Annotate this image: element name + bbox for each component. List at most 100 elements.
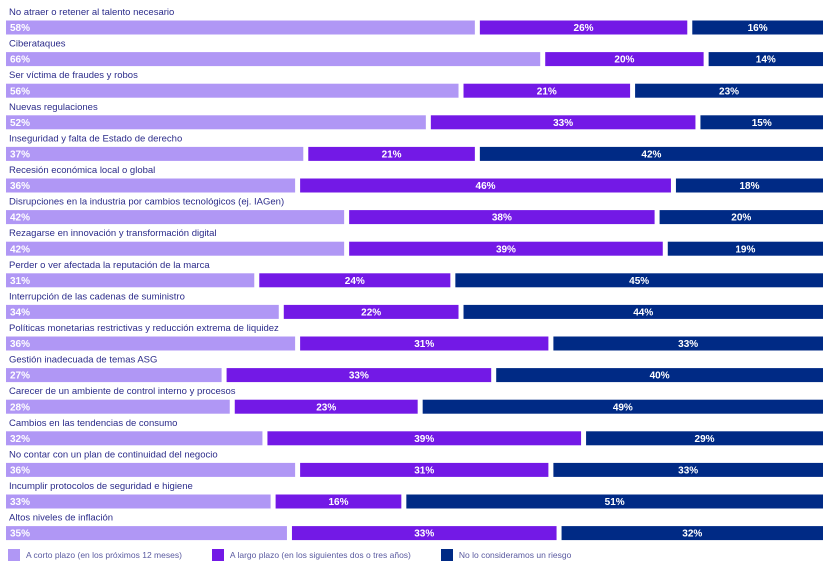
- bar-row: Carecer de un ambiente de control intern…: [6, 386, 823, 414]
- value-label-none: 15%: [752, 118, 772, 129]
- bar-segment-short: [6, 20, 475, 35]
- value-label-short: 42%: [10, 213, 30, 224]
- category-label: Interrupción de las cadenas de suministr…: [9, 291, 185, 302]
- bar-segment-short: [6, 178, 296, 193]
- bar-segment-none: [692, 20, 823, 35]
- value-label-none: 42%: [641, 150, 661, 161]
- bar-segment-long: [430, 115, 696, 130]
- bar-row: Cambios en las tendencias de consumo 32% 3…: [6, 418, 823, 446]
- bar-segment-none: [659, 210, 823, 225]
- bar-segment-short: [6, 368, 222, 383]
- value-label-long: 31%: [414, 466, 434, 477]
- value-label-none: 49%: [613, 402, 633, 413]
- value-label-none: 51%: [605, 497, 625, 508]
- bar-segment-long: [283, 304, 459, 319]
- bar-segment-none: [496, 368, 823, 383]
- value-label-none: 16%: [748, 23, 768, 34]
- value-label-short: 58%: [10, 23, 30, 34]
- bar-segment-short: [6, 273, 255, 288]
- bar-segment-none: [422, 399, 823, 414]
- category-label: No atraer o retener al talento necesario: [9, 7, 174, 18]
- bar-row: Ser víctima de fraudes y robos 56% 21% 23%: [6, 70, 823, 98]
- bar-row: Recesión económica local o global 36% 46% 1…: [6, 165, 823, 193]
- value-label-long: 21%: [382, 150, 402, 161]
- value-label-short: 31%: [10, 276, 30, 287]
- value-label-long: 33%: [414, 529, 434, 540]
- value-label-none: 23%: [719, 86, 739, 97]
- bar-row: No contar con un plan de continuidad del…: [6, 449, 823, 477]
- value-label-long: 46%: [476, 181, 496, 192]
- value-label-none: 32%: [682, 529, 702, 540]
- value-label-none: 18%: [739, 181, 759, 192]
- value-label-long: 23%: [316, 402, 336, 413]
- value-label-long: 16%: [328, 497, 348, 508]
- value-label-none: 14%: [756, 55, 776, 66]
- value-label-short: 35%: [10, 529, 30, 540]
- bar-segment-none: [406, 494, 823, 509]
- bar-segment-none: [586, 431, 823, 446]
- value-label-long: 39%: [496, 244, 516, 255]
- bar-segment-long: [463, 83, 631, 98]
- bar-row: Interrupción de las cadenas de suministr…: [6, 291, 823, 319]
- legend-label-none: No lo consideramos un riesgo: [458, 550, 572, 560]
- bar-segment-short: [6, 336, 296, 351]
- legend-swatch-long: [211, 549, 224, 561]
- bar-row: Rezagarse en innovación y transformación…: [6, 228, 823, 256]
- bar-row: Nuevas regulaciones 52% 33% 15%: [6, 102, 823, 130]
- bar-row: Incumplir protocolos de seguridad e higi…: [6, 481, 823, 509]
- value-label-none: 19%: [735, 244, 755, 255]
- value-label-short: 33%: [10, 497, 30, 508]
- bar-segment-long: [349, 241, 663, 256]
- bar-segment-none: [667, 241, 823, 256]
- bar-segment-short: [6, 431, 263, 446]
- bar-segment-long: [308, 146, 475, 161]
- value-label-long: 20%: [614, 55, 634, 66]
- bar-segment-none: [700, 115, 823, 130]
- bar-segment-short: [6, 52, 541, 67]
- category-label: Altos niveles de inflación: [9, 513, 113, 524]
- category-label: Gestión inadecuada de temas ASG: [9, 355, 157, 366]
- category-label: Cambios en las tendencias de consumo: [9, 418, 177, 429]
- category-label: Nuevas regulaciones: [9, 102, 98, 113]
- legend-swatch-none: [440, 549, 453, 561]
- value-label-short: 36%: [10, 466, 30, 477]
- category-label: Recesión económica local o global: [9, 165, 155, 176]
- category-label: Inseguridad y falta de Estado de derecho: [9, 133, 182, 144]
- value-label-short: 34%: [10, 308, 30, 319]
- legend-item-short: A corto plazo (en los próximos 12 meses): [8, 549, 182, 561]
- value-label-short: 27%: [10, 371, 30, 382]
- bar-segment-long: [259, 273, 451, 288]
- bar-segment-short: [6, 83, 459, 98]
- bar-segment-none: [455, 273, 823, 288]
- value-label-short: 56%: [10, 86, 30, 97]
- bar-segment-long: [300, 462, 549, 477]
- bar-segment-long: [300, 178, 671, 193]
- legend-label-short: A corto plazo (en los próximos 12 meses): [26, 550, 182, 560]
- bar-segment-long: [267, 431, 582, 446]
- category-label: Disrupciones en la industria por cambios…: [9, 197, 284, 208]
- bar-segment-none: [553, 336, 823, 351]
- value-label-long: 31%: [414, 339, 434, 350]
- bar-segment-long: [479, 20, 688, 35]
- bar-segment-none: [708, 52, 823, 67]
- bar-segment-none: [553, 462, 823, 477]
- legend-swatch-short: [8, 549, 20, 561]
- bar-segment-none: [675, 178, 823, 193]
- value-label-none: 20%: [731, 213, 751, 224]
- value-label-short: 52%: [10, 118, 30, 129]
- bar-row: Ciberataques 66% 20% 14%: [6, 39, 823, 67]
- bar-row: Políticas monetarias restrictivas y redu…: [6, 323, 823, 351]
- bar-segment-long: [234, 399, 418, 414]
- bar-segment-none: [561, 526, 823, 541]
- bar-row: Inseguridad y falta de Estado de derecho…: [6, 133, 823, 161]
- value-label-none: 29%: [695, 434, 715, 445]
- value-label-none: 33%: [678, 339, 698, 350]
- value-label-short: 37%: [10, 150, 30, 161]
- value-label-long: 33%: [349, 371, 369, 382]
- bar-segment-short: [6, 462, 296, 477]
- value-label-short: 32%: [10, 434, 30, 445]
- category-label: Perder o ver afectada la reputación de l…: [9, 260, 210, 271]
- legend-label-long: A largo plazo (en los siguientes dos o t…: [229, 550, 411, 560]
- category-label: No contar con un plan de continuidad del…: [9, 449, 218, 460]
- bar-segment-short: [6, 146, 304, 161]
